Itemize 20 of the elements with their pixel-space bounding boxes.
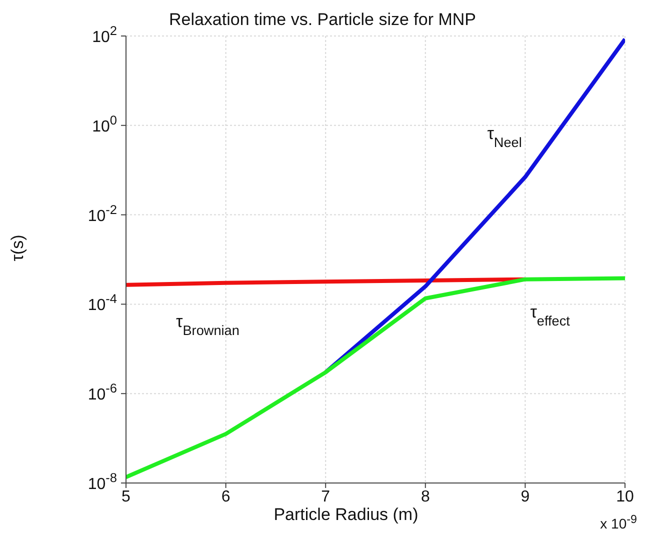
y-tick-label: 10$^{2}$: [92, 22, 117, 46]
y-tick-label: 10$^{-4}$: [88, 290, 117, 314]
x-tick-label: 6: [221, 488, 230, 506]
y-tick-label: 10$^{0}$: [92, 112, 117, 136]
series-label: τ$_{effect}$: [530, 302, 570, 328]
x-tick-label: 5: [122, 488, 131, 506]
text: x 10$^{-9}$: [600, 513, 637, 532]
x-tick-label: 10: [616, 488, 634, 506]
y-tick-label: 10$^{-2}$: [88, 201, 117, 225]
y-tick-label: 10$^{-6}$: [88, 380, 117, 404]
y-tick-label: 10$^{-8}$: [88, 470, 117, 493]
x-tick-label: 9: [520, 488, 530, 506]
x-tick-label: 7: [321, 488, 330, 506]
series-label: τ$_{Brownian}$: [176, 312, 240, 338]
y-axis-title: τ(s): [8, 233, 28, 263]
chart-title: Relaxation time vs. Particle size for MNP: [168, 10, 476, 29]
x-tick-label: 8: [420, 488, 430, 506]
line-series: [126, 276, 625, 480]
x-axis-title: Particle Radius (m): [274, 505, 418, 524]
series-label: τ$_{Neel}$: [487, 124, 522, 150]
